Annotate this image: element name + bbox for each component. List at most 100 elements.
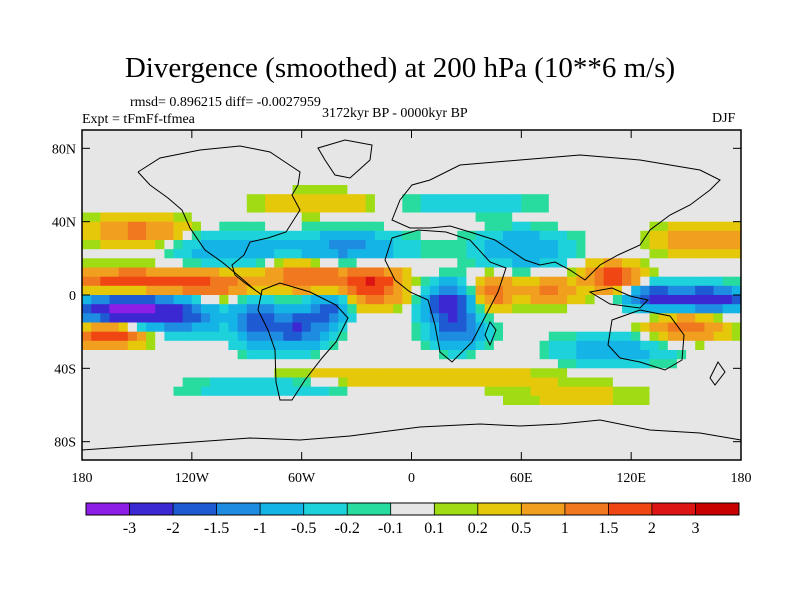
field-cell bbox=[420, 194, 431, 204]
field-cell bbox=[155, 350, 165, 360]
field-cell bbox=[503, 322, 513, 333]
field-cell bbox=[228, 230, 239, 241]
field-cell bbox=[164, 350, 175, 360]
field-cell bbox=[301, 359, 312, 369]
field-cell bbox=[374, 194, 385, 204]
field-cell bbox=[91, 340, 101, 351]
field-cell bbox=[722, 414, 733, 424]
field-cell bbox=[429, 295, 440, 305]
field-cell bbox=[91, 212, 101, 223]
field-cell bbox=[164, 221, 175, 232]
field-cell bbox=[246, 313, 257, 324]
field-cell bbox=[393, 240, 403, 250]
field-cell bbox=[228, 130, 239, 140]
experiment-label: Expt = tFmFf-tfmea bbox=[82, 112, 195, 127]
field-cell bbox=[164, 267, 175, 278]
field-cell bbox=[695, 405, 705, 415]
field-cell bbox=[695, 313, 705, 324]
field-cell bbox=[704, 240, 715, 250]
field-cell bbox=[594, 368, 605, 379]
field-cell bbox=[731, 377, 741, 388]
field-cell bbox=[548, 295, 559, 305]
field-cell bbox=[420, 450, 431, 460]
field-cell bbox=[265, 295, 275, 305]
field-cell bbox=[219, 203, 230, 214]
field-cell bbox=[219, 194, 230, 204]
coastlines bbox=[82, 139, 741, 451]
field-cell bbox=[475, 203, 486, 214]
field-cell bbox=[164, 139, 175, 149]
field-cell bbox=[338, 450, 349, 460]
field-cell bbox=[265, 304, 275, 314]
field-cell bbox=[109, 175, 120, 186]
field-cell bbox=[493, 240, 504, 250]
field-cell bbox=[557, 212, 568, 223]
field-cell bbox=[557, 148, 568, 159]
field-cell bbox=[182, 295, 193, 305]
field-cell bbox=[283, 185, 294, 195]
field-cell bbox=[265, 432, 275, 443]
y-tick-label: 0 bbox=[69, 289, 76, 304]
field-cell bbox=[219, 230, 230, 241]
field-cell bbox=[676, 194, 687, 204]
field-cell bbox=[118, 139, 129, 149]
field-cell bbox=[640, 130, 651, 140]
field-cell bbox=[731, 249, 741, 259]
field-cell bbox=[393, 331, 403, 342]
field-cell bbox=[310, 166, 321, 177]
field-cell bbox=[365, 441, 376, 452]
field-cell bbox=[118, 148, 129, 159]
field-cell bbox=[402, 258, 413, 269]
field-cell bbox=[283, 377, 294, 388]
field-cell bbox=[457, 258, 468, 269]
field-cell bbox=[274, 377, 284, 388]
field-cell bbox=[255, 322, 266, 333]
field-cell bbox=[201, 157, 211, 168]
field-cell bbox=[365, 414, 376, 424]
field-cell bbox=[530, 322, 541, 333]
field-cell bbox=[173, 350, 184, 360]
field-cell bbox=[457, 313, 468, 324]
field-cell bbox=[402, 285, 413, 296]
field-cell bbox=[118, 304, 129, 314]
field-cell bbox=[292, 258, 303, 269]
field-cell bbox=[356, 240, 367, 250]
field-cell bbox=[164, 240, 175, 250]
field-cell bbox=[576, 368, 587, 379]
field-cell bbox=[484, 249, 495, 259]
field-cell bbox=[301, 295, 312, 305]
field-cell bbox=[631, 340, 641, 351]
field-cell bbox=[301, 450, 312, 460]
field-cell bbox=[210, 139, 220, 149]
field-cell bbox=[704, 203, 715, 214]
field-cell bbox=[310, 185, 321, 195]
field-cell bbox=[219, 157, 230, 168]
field-cell bbox=[301, 203, 312, 214]
field-cell bbox=[365, 432, 376, 443]
field-cell bbox=[100, 331, 111, 342]
field-cell bbox=[283, 194, 294, 204]
field-cell bbox=[686, 230, 696, 241]
field-cell bbox=[722, 395, 733, 406]
field-cell bbox=[237, 395, 248, 406]
field-cell bbox=[182, 240, 193, 250]
field-cell bbox=[402, 130, 413, 140]
field-cell bbox=[402, 276, 413, 287]
field-cell bbox=[585, 322, 596, 333]
field-cell bbox=[722, 441, 733, 452]
field-cell bbox=[301, 340, 312, 351]
field-cell bbox=[530, 267, 541, 278]
field-cell bbox=[722, 166, 733, 177]
field-cell bbox=[320, 304, 330, 314]
field-cell bbox=[210, 414, 220, 424]
field-cell bbox=[622, 166, 632, 177]
field-cell bbox=[109, 249, 120, 259]
field-cell bbox=[622, 175, 632, 186]
field-cell bbox=[548, 175, 559, 186]
field-cell bbox=[228, 175, 239, 186]
field-cell bbox=[557, 405, 568, 415]
field-cell bbox=[292, 276, 303, 287]
field-cell bbox=[612, 203, 623, 214]
field-cell bbox=[594, 175, 605, 186]
field-cell bbox=[82, 432, 92, 443]
